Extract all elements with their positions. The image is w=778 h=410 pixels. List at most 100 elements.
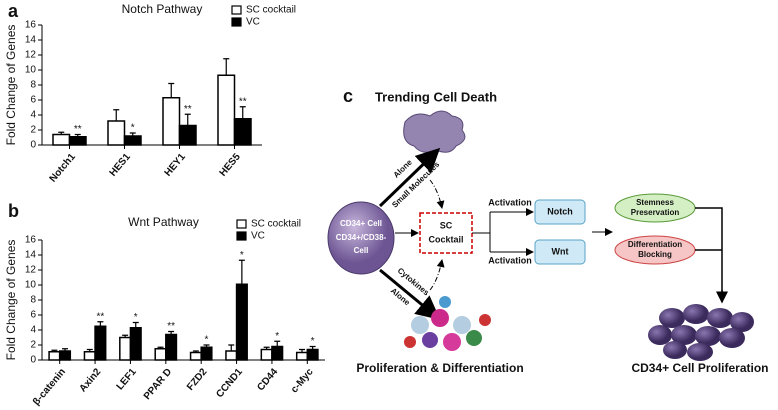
- wnt-label: Wnt: [552, 246, 569, 256]
- error-bar: [309, 345, 316, 350]
- x-tick-label: CCND1: [214, 366, 245, 400]
- y-tick-label: 12: [25, 50, 37, 61]
- activation-label: Activation: [488, 197, 532, 207]
- bottom-left-label: Proliferation & Differentiation: [356, 361, 523, 375]
- x-tick-label: FZD2: [185, 366, 210, 393]
- cell-label: Cell: [354, 246, 369, 255]
- panel-label: c: [343, 86, 353, 106]
- error-bar: [97, 321, 104, 327]
- differentiation-label: Blocking: [638, 250, 672, 259]
- bar: [165, 333, 178, 361]
- notch-label: Notch: [547, 206, 573, 216]
- significance: *: [205, 335, 209, 346]
- x-tick-label: HES1: [108, 151, 133, 178]
- error-bar: [157, 346, 164, 349]
- top-label: Trending Cell Death: [375, 89, 497, 104]
- error-bar: [61, 348, 68, 351]
- cocktail-box: [419, 212, 473, 254]
- y-tick-label: 10: [25, 65, 37, 76]
- y-tick-label: 16: [25, 20, 37, 31]
- y-tick-label: 4: [30, 325, 36, 336]
- x-tick-label: Notch1: [48, 151, 78, 184]
- notch-box: [534, 199, 586, 225]
- bar: [68, 136, 87, 146]
- bar: [217, 74, 236, 146]
- chart-title: Notch Pathway: [122, 2, 203, 16]
- bar: [48, 351, 61, 361]
- bar: [52, 133, 71, 146]
- error-bar: [168, 82, 175, 98]
- y-axis-label: Fold Change of Genes: [4, 25, 18, 146]
- x-tick-label: LEF1: [115, 366, 139, 392]
- significance: *: [311, 336, 315, 347]
- error-bar: [263, 346, 270, 350]
- error-bar: [184, 113, 191, 126]
- legend-swatch: [236, 231, 247, 241]
- bar: [295, 351, 309, 361]
- error-bar: [168, 330, 175, 335]
- chart-title: Wnt Pathway: [128, 215, 199, 229]
- dead-cell-icon: [403, 110, 466, 153]
- significance: *: [131, 123, 135, 134]
- panel-label: b: [8, 201, 19, 221]
- legend-label: VC: [246, 17, 260, 28]
- error-bar: [86, 348, 93, 352]
- bar: [189, 351, 202, 361]
- arrow: [378, 147, 441, 208]
- significance: **: [184, 104, 192, 115]
- wnt-box: [534, 239, 586, 265]
- error-bar: [74, 133, 81, 137]
- bar: [94, 325, 107, 361]
- x-tick-label: β-catenin: [31, 367, 68, 408]
- error-bar: [132, 321, 139, 328]
- error-bar: [113, 109, 120, 121]
- bar: [107, 120, 126, 146]
- legend-label: SC cocktail: [246, 5, 296, 16]
- bar: [233, 118, 252, 146]
- bar: [260, 348, 273, 361]
- diagram: c Trending Cell Death CD34+ Cell CD34+/C…: [327, 86, 769, 375]
- cocktail-label: SC: [440, 220, 453, 230]
- stemness-label: Stemness: [636, 198, 674, 207]
- cell-label: CD34+ Cell: [340, 219, 382, 228]
- y-axis-label: Fold Change of Genes: [4, 240, 18, 361]
- y-tick-label: 8: [30, 80, 36, 91]
- connector: [695, 207, 723, 300]
- stemness-label: Preservation: [631, 208, 680, 217]
- bar: [58, 350, 72, 361]
- error-bar: [238, 259, 245, 285]
- y-tick-label: 4: [30, 110, 36, 121]
- bar: [154, 348, 167, 361]
- significance: *: [275, 331, 279, 342]
- significance: *: [240, 250, 244, 261]
- panel-label: a: [8, 1, 19, 21]
- error-bar: [192, 350, 199, 353]
- mixed-cells: [404, 296, 491, 351]
- y-tick-label: 0: [30, 355, 36, 366]
- bar: [162, 97, 181, 146]
- y-tick-label: 2: [30, 125, 36, 136]
- bracket: [472, 211, 533, 253]
- x-tick-label: HES5: [218, 151, 243, 178]
- significance: **: [239, 96, 247, 107]
- legend-swatch: [231, 17, 242, 27]
- error-bar: [122, 334, 129, 338]
- error-bar: [228, 344, 235, 351]
- activation-label: Activation: [488, 255, 532, 265]
- y-tick-label: 0: [30, 140, 36, 151]
- x-tick-label: PPAR D: [142, 367, 174, 402]
- y-tick-label: 14: [25, 250, 37, 261]
- cell-label: CD34+/CD38-: [336, 233, 387, 242]
- arrow: [379, 268, 441, 320]
- bar: [123, 135, 142, 146]
- cell-icon: [327, 201, 395, 275]
- bar: [129, 327, 142, 361]
- bottom-right-label: CD34+ Cell Proliferation: [631, 361, 768, 375]
- y-tick-label: 6: [30, 310, 36, 321]
- x-tick-label: CD44: [255, 366, 280, 393]
- error-bar: [51, 349, 58, 352]
- y-tick-label: 16: [25, 235, 37, 246]
- bar: [225, 350, 238, 361]
- differentiation-label: Differentiation: [628, 240, 682, 249]
